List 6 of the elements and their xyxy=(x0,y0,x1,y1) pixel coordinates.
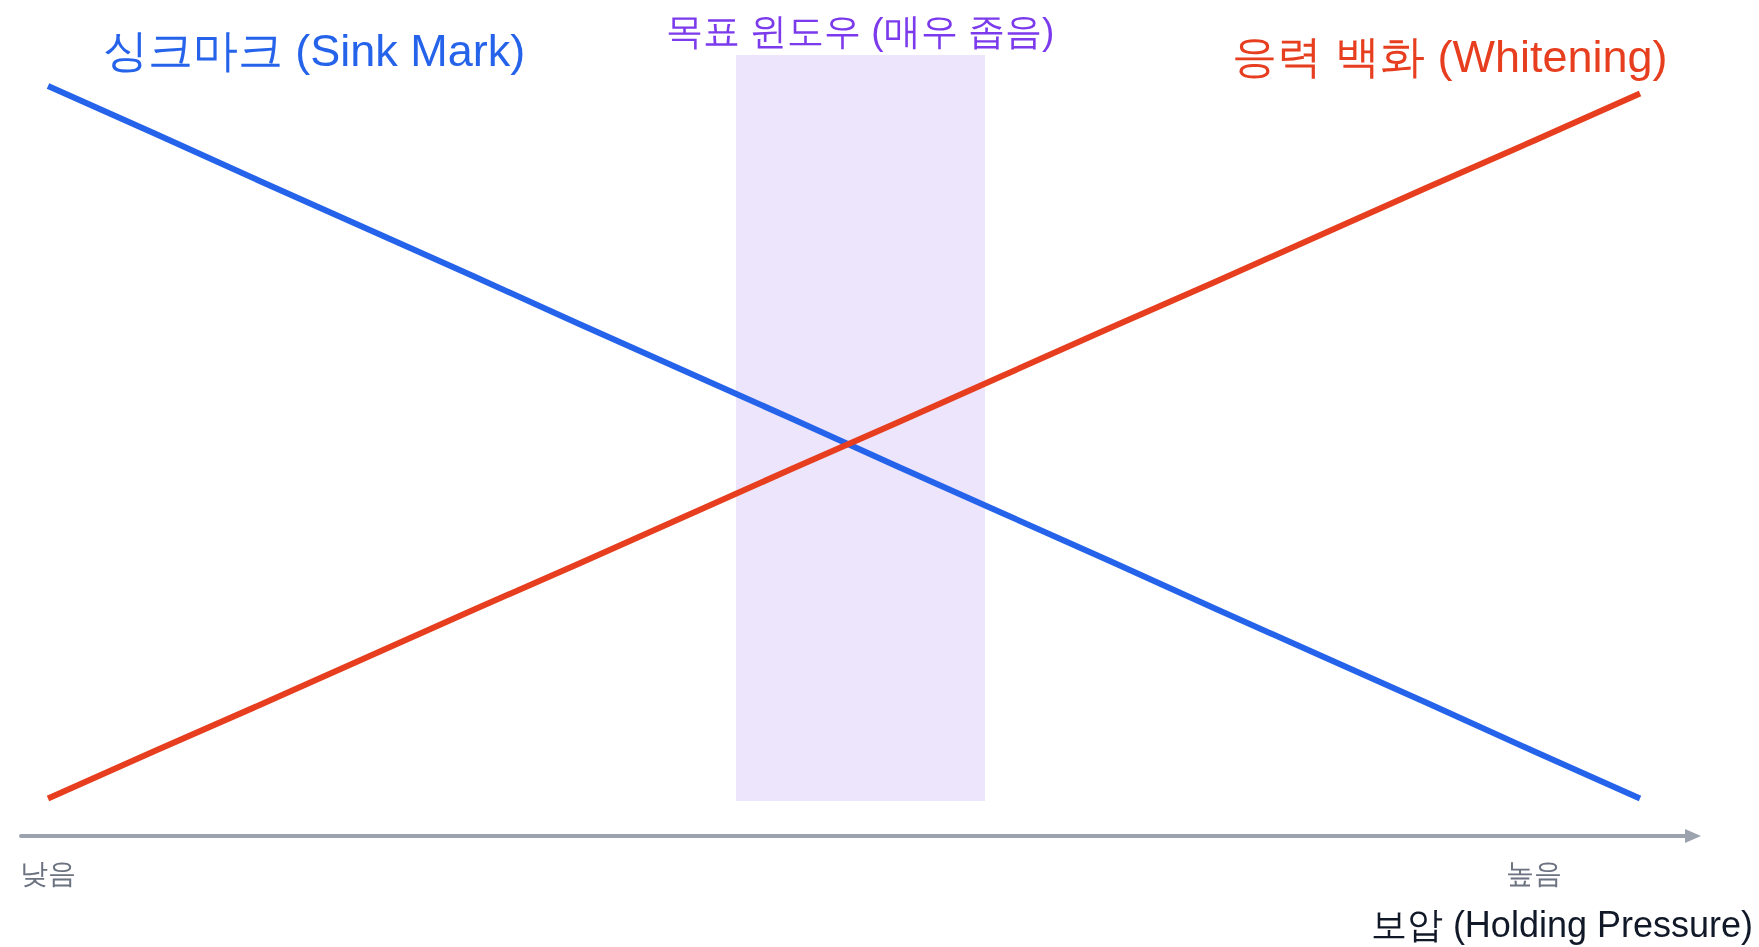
x-axis-title: 보압 (Holding Pressure) xyxy=(1370,903,1753,945)
x-tick-label: 높음 xyxy=(1505,857,1562,889)
text: 목표 윈도우 (매우 좁음) xyxy=(665,10,1055,52)
x-tick-label: 낮음 xyxy=(20,857,76,889)
series-label: 싱크마크 (Sink Mark) xyxy=(102,24,526,76)
series-label: 응력 백화 (Whitening) xyxy=(1232,31,1668,82)
